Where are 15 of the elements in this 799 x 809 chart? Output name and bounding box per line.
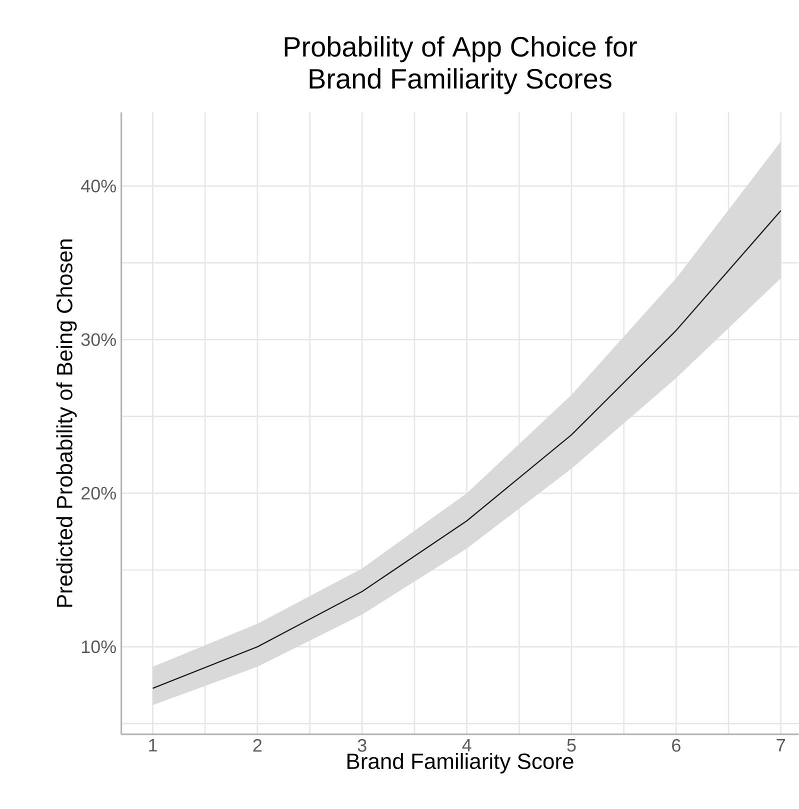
x-tick-label: 5: [567, 739, 576, 752]
y-tick-label: 40%: [81, 180, 116, 192]
chart-title: Probability of App Choice for Brand Familiarity Scores: [284, 36, 637, 94]
x-tick-label: 2: [253, 739, 262, 752]
y-axis-title: Predicted Probability of Being Chosen: [56, 240, 77, 607]
x-tick-label: 6: [672, 739, 680, 752]
x-tick-label: 1: [149, 739, 157, 752]
x-tick-label: 4: [462, 739, 472, 752]
line-series: [152, 210, 782, 689]
y-tick-label: 30%: [81, 333, 116, 346]
y-tick-label: 20%: [81, 486, 116, 500]
x-axis-title: Brand Familiarity Score: [347, 752, 574, 774]
y-tick-label: 10%: [82, 640, 116, 654]
x-tick-label: 7: [776, 739, 785, 752]
x-tick-label: 3: [358, 739, 366, 752]
